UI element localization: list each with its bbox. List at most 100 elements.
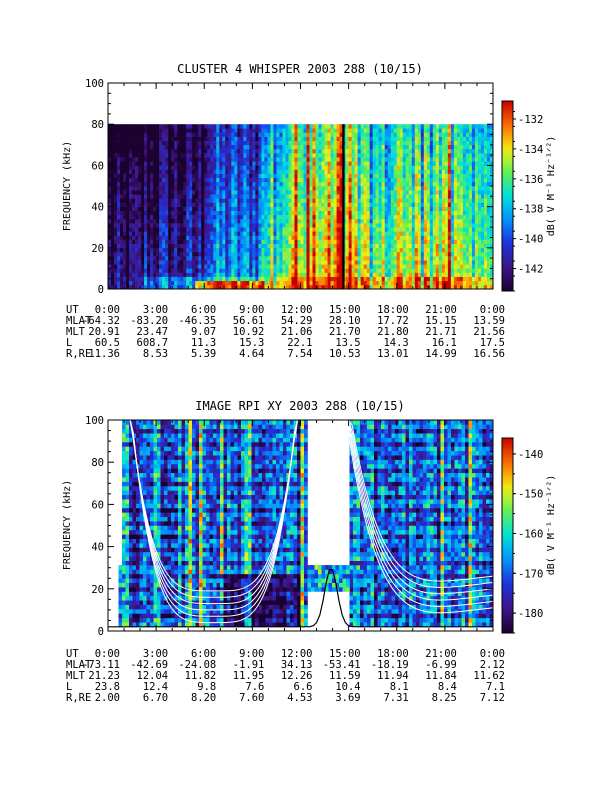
spectrogram-cell [465, 231, 470, 236]
spectrogram-cell [309, 186, 313, 191]
spectrogram-cell [189, 161, 193, 166]
spectrogram-cell [447, 284, 452, 290]
spectrogram-cell [432, 256, 437, 261]
spectrogram-cell [480, 194, 485, 199]
spectrogram-cell [231, 186, 235, 191]
spectrogram-cell [432, 247, 437, 253]
spectrogram-cell [207, 280, 211, 286]
spectrogram-cell [315, 210, 319, 216]
spectrogram-cell [243, 268, 247, 273]
spectrogram-cell [243, 198, 247, 203]
spectrogram-cell [147, 272, 151, 277]
spectrogram-cell [480, 223, 485, 228]
spectrogram-cell [201, 173, 205, 179]
spectrogram-cell [387, 210, 392, 216]
spectrogram-cell [330, 272, 334, 277]
spectrogram-cell [120, 276, 124, 282]
spectrogram-cell [414, 206, 419, 212]
spectrogram-cell [417, 227, 422, 232]
spectrogram-cell [114, 202, 118, 207]
spectrogram-cell [279, 202, 283, 207]
spectrogram-cell [123, 239, 127, 244]
spectrogram-cell [465, 202, 470, 207]
spectrogram-cell [471, 276, 476, 282]
spectrogram-cell [336, 218, 340, 224]
spectrogram-cell [468, 206, 473, 212]
spectrogram-cell [345, 124, 349, 129]
spectrogram-cell [405, 190, 410, 195]
spectrogram-cell [141, 194, 145, 199]
spectrogram-cell [348, 140, 352, 146]
spectrogram-cell [408, 161, 413, 166]
spectrogram-cell [132, 194, 136, 199]
spectrogram-cell [252, 157, 256, 162]
spectrogram-cell [147, 284, 151, 290]
spectrogram-cell [330, 223, 334, 228]
spectrogram-cell [252, 251, 256, 257]
spectrogram-cell [138, 144, 142, 150]
spectrogram-cell [438, 214, 443, 220]
spectrogram-cell [126, 243, 130, 249]
spectrogram-cell [192, 227, 196, 232]
spectrogram-cell [357, 223, 361, 228]
spectrogram-cell [324, 144, 328, 150]
spectrogram-cell [240, 284, 244, 290]
spectrogram-cell [291, 186, 295, 191]
spectrogram-cell [228, 276, 232, 282]
spectrogram-cell [414, 223, 419, 228]
spectrogram-cell [264, 243, 268, 249]
spectrogram-cell [309, 272, 313, 277]
spectrogram-cell [348, 194, 352, 199]
spectrogram-cell [327, 206, 331, 212]
spectrogram-cell [243, 206, 247, 212]
spectrogram-cell [231, 144, 235, 150]
spectrogram-cell [141, 136, 145, 141]
spectrogram-cell [273, 210, 277, 216]
spectrogram-cell [459, 181, 464, 187]
spectrogram-cell [330, 235, 334, 240]
spectrogram-cell [363, 161, 367, 166]
spectrogram-cell [129, 231, 133, 236]
spectrogram-cell [480, 210, 485, 216]
spectrogram-cell [384, 227, 389, 232]
spectrogram-cell [201, 194, 205, 199]
spectrogram-cell [147, 223, 151, 228]
spectrogram-cell [480, 280, 485, 286]
spectrogram-cell [285, 260, 289, 265]
spectrogram-cell [219, 264, 223, 269]
spectrogram-cell [279, 140, 283, 146]
spectrogram-cell [138, 165, 142, 170]
spectrogram-cell [453, 210, 458, 216]
spectrogram-cell [270, 136, 274, 141]
spectrogram-cell [420, 280, 425, 286]
spectrogram-cell [333, 148, 337, 154]
spectrogram-cell [246, 210, 250, 216]
spectrogram-cell [357, 202, 361, 207]
spectrogram-cell [279, 223, 283, 228]
spectrogram-cell [249, 173, 253, 179]
spectrogram-cell [174, 243, 178, 249]
spectrogram-cell [213, 243, 217, 249]
spectrogram-cell [435, 256, 440, 261]
spectrogram-cell [309, 280, 313, 286]
spectrogram-cell [219, 202, 223, 207]
spectrogram-cell [174, 268, 178, 273]
spectrogram-cell [426, 260, 431, 265]
spectrogram-cell [189, 247, 193, 253]
spectrogram-cell [441, 284, 446, 290]
spectrogram-cell [282, 218, 286, 224]
spectrogram-cell [456, 202, 461, 207]
spectrogram-cell [387, 227, 392, 232]
spectrogram-cell [357, 132, 361, 137]
spectrogram-cell [261, 190, 265, 195]
spectrogram-cell [354, 214, 358, 220]
spectrogram-cell [471, 251, 476, 257]
spectrogram-cell [408, 256, 413, 261]
spectrogram-cell [126, 276, 130, 282]
spectrogram-cell [219, 153, 223, 158]
spectrogram-cell [147, 276, 151, 282]
spectrogram-cell [315, 181, 319, 187]
spectrogram-cell [300, 272, 304, 277]
spectrogram-cell [393, 206, 398, 212]
spectrogram-cell [207, 218, 211, 224]
